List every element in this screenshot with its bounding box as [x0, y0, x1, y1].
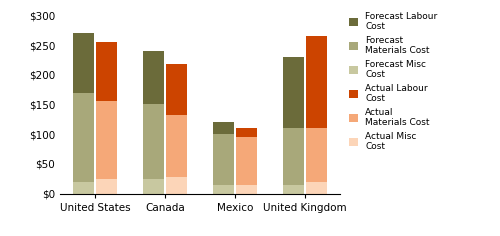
Bar [74, 93, 94, 182]
Bar [166, 177, 186, 194]
Bar [144, 179, 164, 194]
Bar [144, 105, 164, 179]
Bar [236, 128, 256, 137]
Bar [236, 185, 256, 194]
Bar [214, 185, 234, 194]
Bar [96, 42, 116, 101]
Bar [236, 137, 256, 185]
Bar [96, 179, 116, 194]
Bar [214, 122, 234, 134]
Bar [214, 134, 234, 185]
Bar [166, 64, 186, 114]
Bar [166, 114, 186, 177]
Bar [74, 182, 94, 194]
Bar [284, 185, 304, 194]
Bar [306, 36, 326, 128]
Bar [284, 128, 304, 185]
Bar [284, 57, 304, 128]
Bar [96, 101, 116, 179]
Bar [144, 51, 164, 105]
Legend: Forecast Labour
Cost, Forecast
Materials Cost, Forecast Misc
Cost, Actual Labour: Forecast Labour Cost, Forecast Materials… [348, 10, 440, 153]
Bar [306, 182, 326, 194]
Bar [306, 128, 326, 182]
Bar [74, 33, 94, 93]
